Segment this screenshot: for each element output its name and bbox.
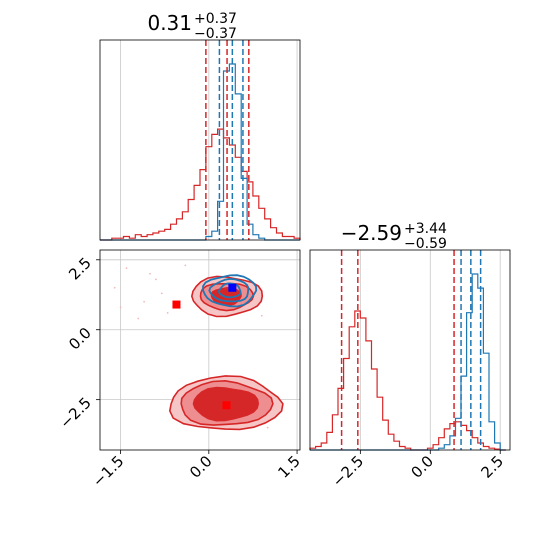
right-hist-red-series-line [309,310,506,451]
contour-sample-point [154,278,157,281]
truth-marker [228,283,237,292]
top-hist-background [100,40,300,240]
right-hist-title: −2.59 +3.44−0.59 [341,221,447,252]
contour-sample-point [160,292,163,295]
contour-sample-point [266,426,269,429]
right-hist-frame [309,249,511,451]
contour-sample-point [113,286,116,289]
contour-sample-point [149,272,151,275]
contour-sample-point [125,267,128,270]
top-hist-title-minus: −0.37 [194,26,237,42]
contour-sample-point [166,312,169,314]
right-hist-x-tick-label: −2.5 [329,452,367,490]
top-hist-red-series-line [100,128,301,241]
right-hist-title-value: −2.59 [341,221,402,245]
contour-x-tick-label: −1.5 [89,452,127,490]
contour-x-tick-label: 1.5 [274,452,304,482]
contour-sample-point [143,300,146,303]
contour-y-tick-label: 2.5 [65,254,95,284]
contour-sample-point [119,306,122,309]
contour-frame [99,249,301,451]
contour-sample-point [137,317,140,320]
top-hist-title-plus: +0.37 [194,11,237,27]
contour-x-tick-label: 0.0 [186,452,216,482]
blue-contour-level-1 [202,274,258,308]
right-hist-x-tick-label: 2.5 [477,452,507,482]
top-hist-title: 0.31 +0.37−0.37 [147,11,236,42]
right-hist-title-plus: +3.44 [404,221,447,237]
top-hist-frame [99,39,301,241]
right-hist-x-tick-label: 0.0 [408,452,438,482]
contour-sample-point [260,314,263,317]
right-hist-title-minus: −0.59 [404,236,447,252]
contour-y-tick-label: −2.5 [56,394,94,432]
top-hist-title-value: 0.31 [147,11,192,35]
truth-marker [172,300,181,309]
contour-sample-point [184,264,187,267]
right-hist-background [310,250,510,450]
contour-y-tick-label: 0.0 [65,324,95,354]
blue-contour-level-2 [208,277,250,303]
truth-marker [222,401,231,410]
